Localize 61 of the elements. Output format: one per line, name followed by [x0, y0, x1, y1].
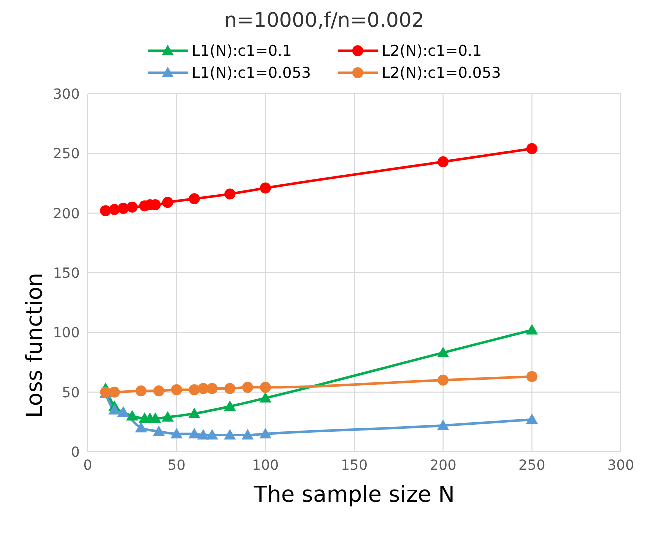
point [126, 410, 138, 421]
legend-label: L1(N):c1=0.1 [192, 42, 292, 60]
point [437, 346, 450, 358]
point [154, 386, 165, 397]
point [189, 384, 200, 396]
point [135, 422, 148, 433]
y-axis-title: Loss function [22, 273, 48, 418]
legend-label: L2(N):c1=0.1 [382, 42, 482, 60]
point [526, 371, 538, 382]
x-tick-label: 50 [168, 458, 186, 474]
point [188, 408, 201, 418]
point [171, 384, 182, 396]
x-tick-label: 150 [341, 458, 368, 474]
point [153, 426, 166, 436]
point [126, 202, 138, 213]
point [526, 324, 538, 335]
point [242, 382, 254, 394]
point [224, 400, 236, 412]
y-tick-label: 100 [53, 326, 80, 342]
y-tick-label: 300 [53, 86, 80, 103]
y-tick-label: 250 [53, 146, 80, 163]
point [260, 428, 272, 439]
x-tick-label: 0 [84, 458, 92, 474]
point [162, 411, 174, 422]
point [224, 383, 236, 394]
legend-label: L1(N):c1=0.053 [192, 64, 312, 82]
point [224, 188, 236, 200]
point [526, 414, 538, 424]
x-tick-label: 100 [252, 458, 280, 474]
point [109, 386, 120, 398]
point [260, 392, 272, 403]
point [136, 386, 147, 397]
point [438, 156, 449, 168]
point [118, 203, 130, 214]
point [224, 429, 236, 440]
point [170, 428, 183, 439]
point [260, 182, 272, 194]
point [437, 420, 450, 430]
point [438, 374, 449, 386]
x-tick-label: 300 [608, 458, 634, 474]
chart-title: n=10000,f/n=0.002 [224, 8, 426, 34]
y-tick-label: 50 [62, 385, 80, 402]
point [197, 429, 210, 440]
point [260, 382, 272, 394]
point [242, 429, 254, 440]
point [150, 412, 162, 424]
point [526, 143, 538, 154]
x-tick-label: 250 [518, 458, 546, 474]
point [206, 429, 218, 440]
point [109, 204, 120, 216]
point [162, 197, 174, 208]
y-tick-label: 0 [71, 444, 80, 461]
point [189, 194, 200, 205]
x-axis-title: The sample size N [253, 483, 455, 508]
point [188, 428, 201, 439]
point [206, 383, 218, 394]
x-tick-label: 200 [430, 458, 457, 474]
point [108, 404, 121, 415]
y-tick-label: 200 [53, 206, 80, 222]
legend-label: L2(N):c1=0.053 [382, 64, 502, 82]
y-tick-label: 150 [53, 266, 80, 282]
